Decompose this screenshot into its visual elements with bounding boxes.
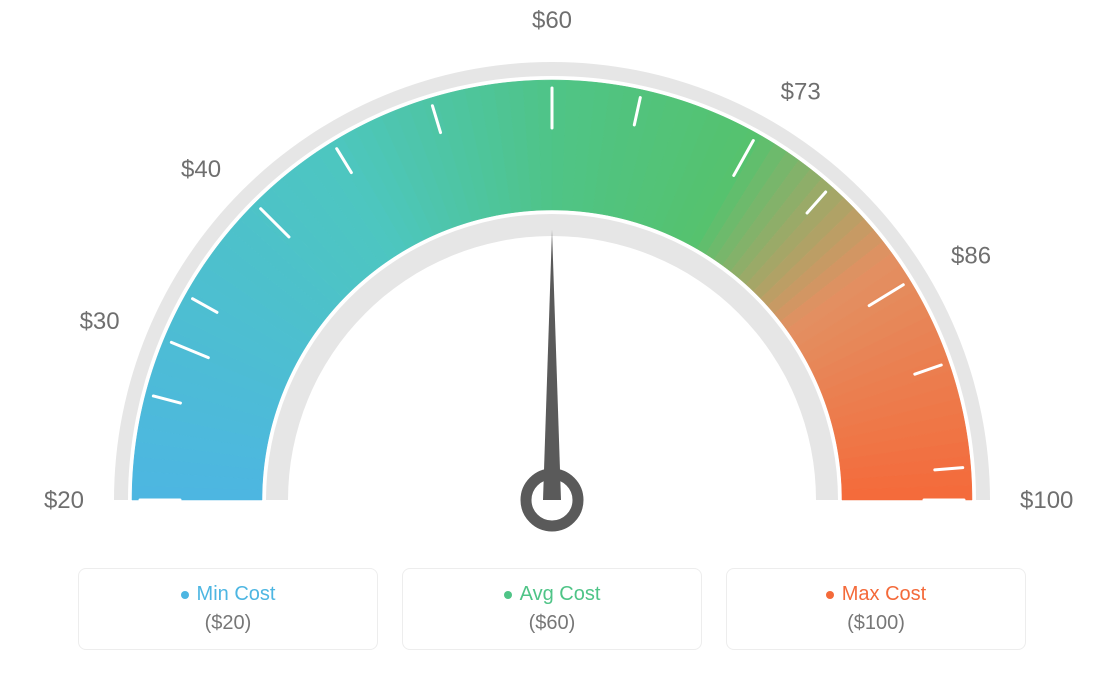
legend-title-avg: Avg Cost bbox=[504, 583, 601, 606]
gauge-needle bbox=[543, 230, 561, 500]
legend-label-avg: Avg Cost bbox=[520, 583, 601, 606]
scale-label: $40 bbox=[181, 156, 221, 183]
legend-dot-max bbox=[826, 591, 834, 599]
scale-label: $30 bbox=[80, 308, 120, 335]
legend-card-min: Min Cost ($20) bbox=[78, 568, 378, 650]
legend-card-max: Max Cost ($100) bbox=[726, 568, 1026, 650]
legend-label-max: Max Cost bbox=[842, 583, 926, 606]
scale-label: $86 bbox=[951, 242, 991, 269]
legend-title-max: Max Cost bbox=[826, 583, 926, 606]
legend-row: Min Cost ($20) Avg Cost ($60) Max Cost (… bbox=[0, 568, 1104, 650]
legend-card-avg: Avg Cost ($60) bbox=[402, 568, 702, 650]
gauge-svg: $20 $30 $40 $60 $73 $86 $100 bbox=[0, 0, 1104, 560]
legend-dot-avg bbox=[504, 591, 512, 599]
legend-label-min: Min Cost bbox=[197, 583, 276, 606]
cost-gauge-chart: $20 $30 $40 $60 $73 $86 $100 bbox=[0, 0, 1104, 560]
legend-value-min: ($20) bbox=[89, 612, 367, 635]
scale-label: $100 bbox=[1020, 487, 1073, 514]
legend-title-min: Min Cost bbox=[181, 583, 276, 606]
scale-label: $20 bbox=[44, 487, 84, 514]
scale-label: $60 bbox=[532, 7, 572, 34]
legend-value-max: ($100) bbox=[737, 612, 1015, 635]
legend-dot-min bbox=[181, 591, 189, 599]
scale-label: $73 bbox=[781, 79, 821, 106]
legend-value-avg: ($60) bbox=[413, 612, 691, 635]
